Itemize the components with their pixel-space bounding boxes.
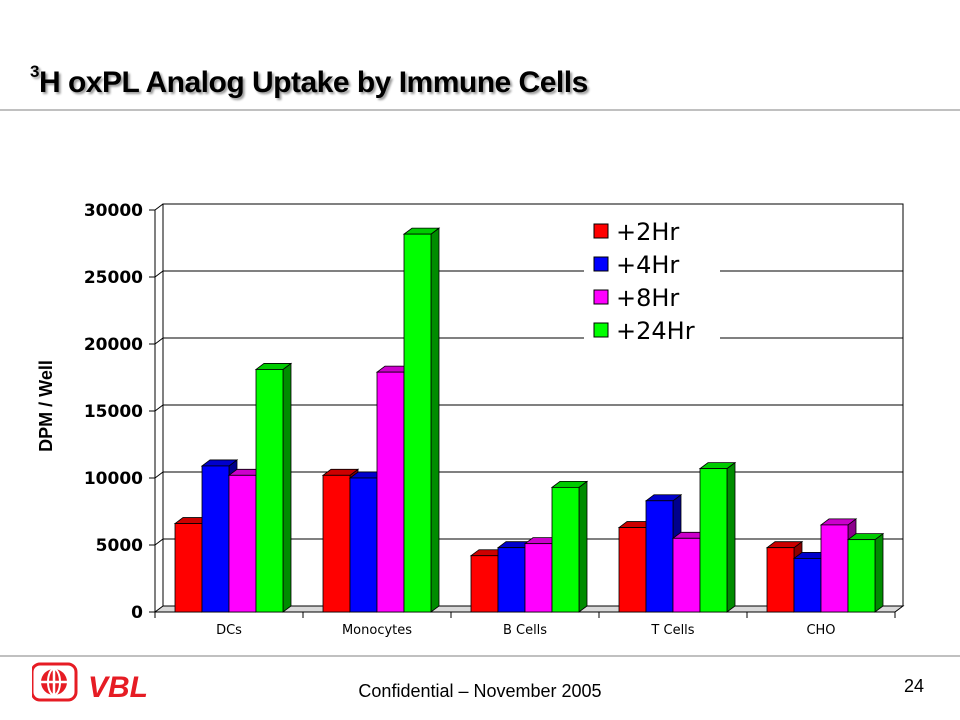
x-tick-label: B Cells bbox=[503, 623, 547, 638]
bar-t-cells-3-side bbox=[726, 461, 736, 613]
bar-t-cells-3 bbox=[699, 468, 728, 613]
bar-cho-3 bbox=[847, 539, 876, 613]
legend-swatch bbox=[593, 256, 609, 272]
bar-b-cells-3 bbox=[551, 486, 580, 613]
title-divider bbox=[0, 109, 960, 111]
gridline bbox=[154, 203, 903, 211]
bar-monocytes-2 bbox=[376, 371, 405, 613]
bar-dcs-1 bbox=[201, 465, 230, 613]
bar-chart: 0 5000 10000 15000 20000 25000 30000 DPM / Well… bbox=[36, 201, 905, 638]
logo-text: VBL bbox=[88, 671, 148, 704]
legend-label: +4Hr bbox=[616, 251, 679, 279]
legend-swatch bbox=[593, 223, 609, 239]
confidential-notice: Confidential – November 2005 bbox=[358, 681, 602, 701]
bar-monocytes-3-side bbox=[430, 227, 440, 613]
title-superscript: 3 bbox=[30, 62, 39, 81]
footer-divider bbox=[0, 655, 960, 657]
y-tick-label: 25000 bbox=[84, 268, 143, 288]
legend-label: +2Hr bbox=[616, 218, 679, 246]
gridline bbox=[154, 471, 903, 479]
page-title: 3H oxPL Analog Uptake by Immune Cells bbox=[30, 62, 588, 100]
bar-b-cells-2 bbox=[524, 543, 553, 613]
bar-cho-2 bbox=[820, 524, 849, 613]
legend-swatch bbox=[593, 322, 609, 338]
legend-label: +24Hr bbox=[616, 317, 695, 345]
bar-monocytes-3 bbox=[403, 233, 432, 613]
bar-t-cells-0 bbox=[618, 527, 647, 613]
y-tick-label: 10000 bbox=[84, 469, 143, 489]
bar-b-cells-1 bbox=[497, 547, 526, 613]
y-tick-label: 30000 bbox=[84, 201, 143, 221]
gridline bbox=[154, 404, 903, 412]
y-tick-label: 5000 bbox=[96, 536, 143, 556]
bar-monocytes-0 bbox=[322, 474, 351, 613]
x-tick-label: CHO bbox=[806, 623, 835, 638]
page-number: 24 bbox=[904, 676, 925, 696]
y-tick-label: 15000 bbox=[84, 402, 143, 422]
vbl-logo: VBL bbox=[32, 662, 148, 704]
bar-cho-1 bbox=[793, 558, 822, 613]
x-tick-label: Monocytes bbox=[342, 623, 412, 638]
bar-b-cells-3-side bbox=[578, 480, 588, 613]
bar-cho-3-side bbox=[874, 532, 884, 613]
bar-dcs-2 bbox=[228, 474, 257, 613]
bar-b-cells-0 bbox=[470, 555, 499, 613]
y-tick-label: 0 bbox=[131, 603, 143, 623]
bar-dcs-3-side bbox=[282, 362, 292, 613]
bar-dcs-3 bbox=[255, 369, 284, 613]
legend-label: +8Hr bbox=[616, 284, 679, 312]
bar-dcs-0 bbox=[174, 523, 203, 613]
bar-t-cells-2 bbox=[672, 537, 701, 613]
title-text: H oxPL Analog Uptake by Immune Cells bbox=[38, 66, 588, 99]
y-tick-label: 20000 bbox=[84, 335, 143, 355]
x-tick-label: T Cells bbox=[650, 623, 694, 638]
bar-t-cells-1 bbox=[645, 500, 674, 613]
legend-swatch bbox=[593, 289, 609, 305]
bar-cho-0 bbox=[766, 547, 795, 613]
x-tick-label: DCs bbox=[216, 623, 242, 638]
y-axis-label: DPM / Well bbox=[36, 360, 56, 452]
bar-monocytes-1 bbox=[349, 477, 378, 613]
